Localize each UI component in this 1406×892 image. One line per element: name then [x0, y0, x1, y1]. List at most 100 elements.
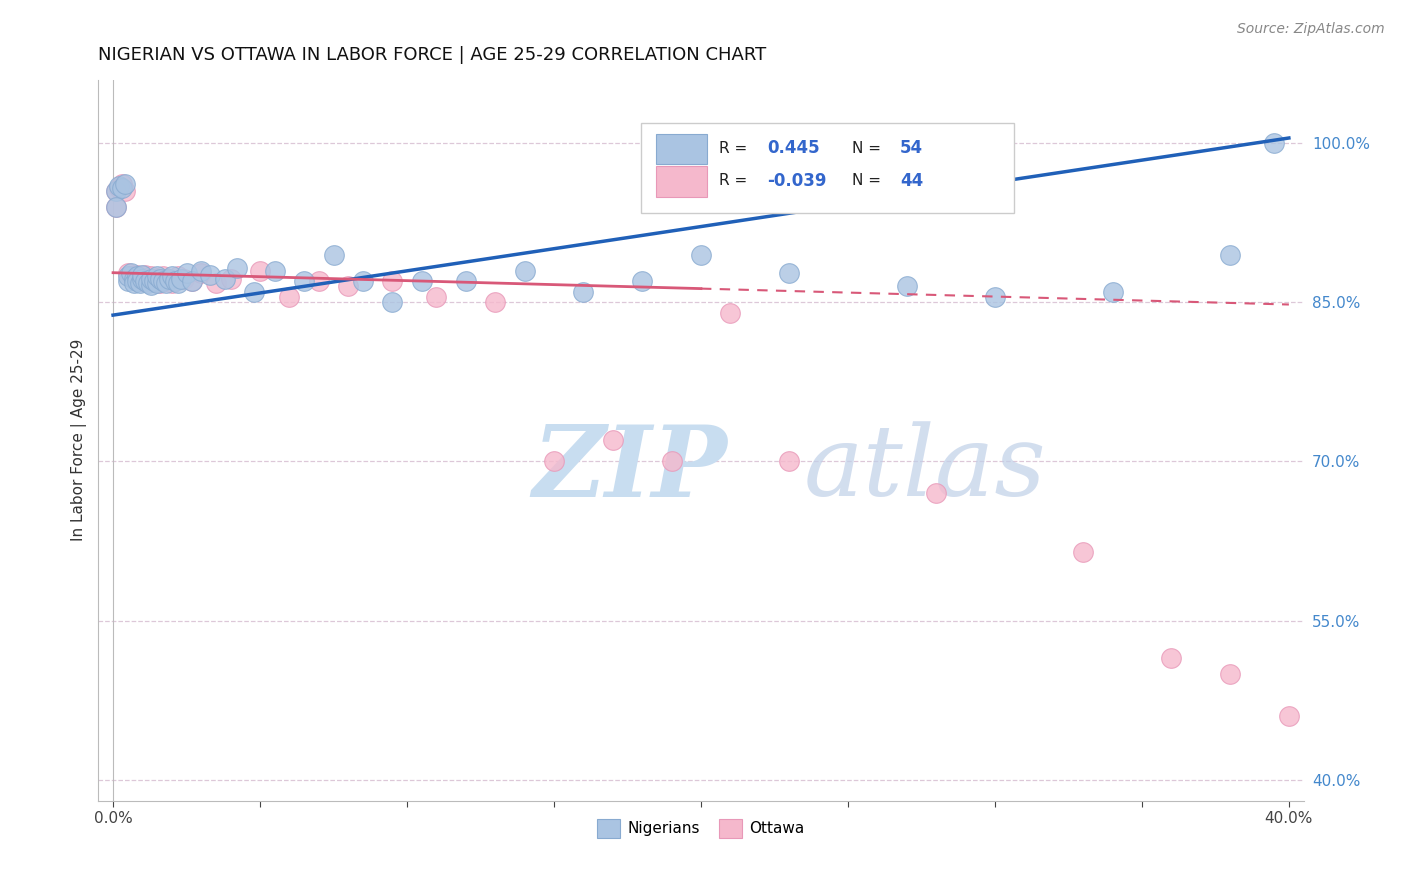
- Point: [263, 263, 285, 277]
- Point: [190, 263, 212, 277]
- Point: [778, 454, 800, 468]
- Point: [513, 263, 536, 277]
- FancyBboxPatch shape: [641, 123, 1014, 213]
- Point: [122, 277, 145, 291]
- Point: [225, 261, 247, 276]
- Point: [157, 272, 180, 286]
- Legend: Nigerians, Ottawa: Nigerians, Ottawa: [592, 813, 811, 844]
- Point: [160, 277, 183, 291]
- Point: [690, 247, 713, 261]
- Point: [146, 274, 169, 288]
- Point: [117, 266, 139, 280]
- Point: [454, 274, 477, 288]
- Point: [108, 181, 131, 195]
- Text: R =: R =: [718, 173, 752, 188]
- Point: [381, 274, 404, 288]
- Point: [136, 274, 159, 288]
- Point: [352, 274, 374, 288]
- Point: [163, 274, 186, 288]
- Text: Source: ZipAtlas.com: Source: ZipAtlas.com: [1237, 22, 1385, 37]
- Point: [381, 295, 404, 310]
- Point: [114, 184, 136, 198]
- Point: [166, 277, 188, 291]
- Point: [104, 200, 127, 214]
- Point: [149, 272, 172, 286]
- Point: [205, 277, 228, 291]
- Point: [128, 274, 150, 288]
- Point: [543, 454, 565, 468]
- Point: [152, 268, 174, 283]
- Point: [134, 274, 156, 288]
- Point: [143, 274, 166, 288]
- Point: [1071, 544, 1094, 558]
- Point: [1278, 709, 1301, 723]
- Point: [778, 266, 800, 280]
- Text: R =: R =: [718, 141, 752, 156]
- Point: [134, 268, 156, 282]
- Point: [243, 285, 266, 299]
- Point: [1160, 650, 1182, 665]
- Point: [1101, 285, 1123, 299]
- Point: [173, 272, 195, 286]
- Text: atlas: atlas: [803, 422, 1046, 516]
- Point: [141, 268, 163, 283]
- Text: N =: N =: [852, 173, 886, 188]
- Y-axis label: In Labor Force | Age 25-29: In Labor Force | Age 25-29: [72, 339, 87, 541]
- Point: [925, 486, 948, 500]
- Point: [214, 272, 236, 286]
- Point: [155, 277, 177, 291]
- Point: [661, 454, 683, 468]
- Point: [155, 272, 177, 286]
- Point: [984, 290, 1007, 304]
- Point: [160, 268, 183, 283]
- Point: [146, 268, 169, 283]
- Point: [104, 200, 127, 214]
- Point: [572, 285, 595, 299]
- Point: [117, 274, 139, 288]
- Point: [249, 263, 271, 277]
- Point: [117, 268, 139, 283]
- Point: [631, 274, 654, 288]
- Point: [152, 274, 174, 288]
- Point: [337, 279, 360, 293]
- Text: -0.039: -0.039: [768, 171, 827, 190]
- FancyBboxPatch shape: [657, 166, 707, 196]
- Point: [278, 290, 301, 304]
- Point: [125, 268, 148, 282]
- Point: [169, 272, 191, 286]
- Point: [128, 277, 150, 291]
- Point: [157, 274, 180, 288]
- Point: [322, 247, 344, 261]
- Text: 54: 54: [900, 139, 922, 157]
- Point: [131, 268, 153, 282]
- FancyBboxPatch shape: [657, 134, 707, 164]
- Point: [143, 272, 166, 286]
- Point: [120, 268, 142, 283]
- Point: [146, 277, 169, 291]
- Point: [484, 295, 506, 310]
- Point: [602, 434, 624, 448]
- Point: [141, 278, 163, 293]
- Point: [425, 290, 447, 304]
- Point: [181, 274, 204, 288]
- Text: NIGERIAN VS OTTAWA IN LABOR FORCE | AGE 25-29 CORRELATION CHART: NIGERIAN VS OTTAWA IN LABOR FORCE | AGE …: [98, 46, 766, 64]
- Point: [292, 274, 315, 288]
- Point: [141, 272, 163, 286]
- Text: 0.445: 0.445: [768, 139, 820, 157]
- Point: [131, 272, 153, 286]
- Point: [122, 272, 145, 286]
- Point: [176, 266, 198, 280]
- Point: [411, 274, 433, 288]
- Text: N =: N =: [852, 141, 886, 156]
- Point: [166, 268, 188, 283]
- Point: [1219, 247, 1241, 261]
- Point: [896, 279, 918, 293]
- Point: [136, 277, 159, 291]
- Point: [114, 177, 136, 191]
- Point: [108, 178, 131, 193]
- Point: [149, 277, 172, 291]
- Point: [1219, 666, 1241, 681]
- Point: [219, 272, 242, 286]
- Point: [181, 274, 204, 288]
- Point: [111, 177, 134, 191]
